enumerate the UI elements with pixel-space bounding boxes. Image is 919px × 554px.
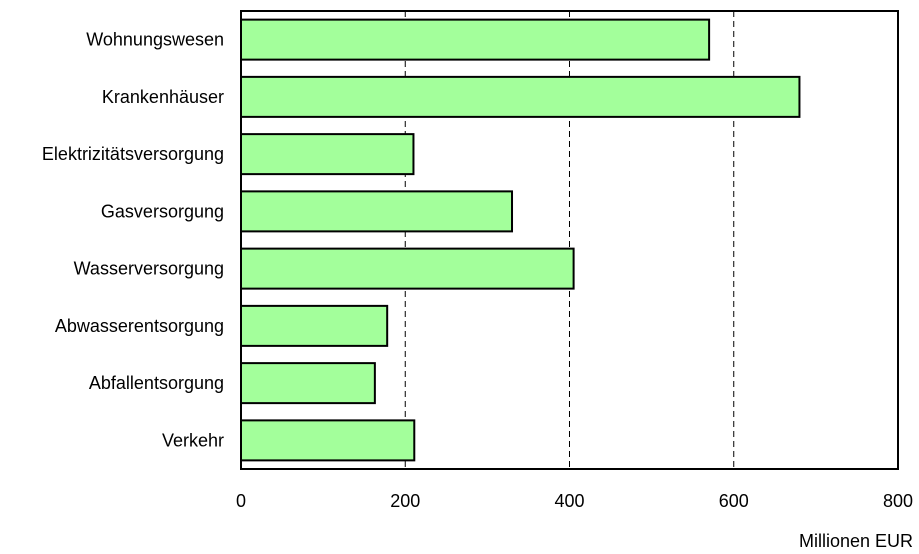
category-label-0: Wohnungswesen (86, 30, 224, 50)
bar-2 (240, 133, 415, 176)
category-label-4: Wasserversorgung (74, 259, 224, 279)
category-label-6: Abfallentsorgung (89, 373, 224, 393)
x-tick-label-400: 400 (554, 491, 584, 511)
x-tick-label-600: 600 (719, 491, 749, 511)
bar-4 (240, 247, 575, 290)
x-tick-labels: 0 200 400 600 800 (236, 491, 913, 511)
bar-3 (240, 190, 514, 233)
x-tick-label-200: 200 (390, 491, 420, 511)
x-tick-label-0: 0 (236, 491, 246, 511)
bar-7 (240, 419, 416, 462)
plot-frame (240, 10, 899, 470)
x-axis-unit-label: Millionen EUR (799, 531, 913, 551)
x-tick-label-800: 800 (883, 491, 913, 511)
category-label-3: Gasversorgung (101, 201, 224, 221)
category-label-2: Elektrizitätsversorgung (42, 144, 224, 164)
category-labels: Wohnungswesen Krankenhäuser Elektrizitätsv… (42, 30, 224, 451)
plot-border (240, 10, 899, 470)
bar-1 (240, 75, 801, 118)
bar-5 (240, 304, 389, 347)
category-label-7: Verkehr (162, 430, 224, 450)
grid-lines (404, 11, 735, 469)
bar-0 (240, 18, 711, 61)
category-label-5: Abwasserentsorgung (55, 316, 224, 336)
bars (240, 18, 801, 462)
bar-6 (240, 362, 376, 405)
category-label-1: Krankenhäuser (102, 87, 224, 107)
